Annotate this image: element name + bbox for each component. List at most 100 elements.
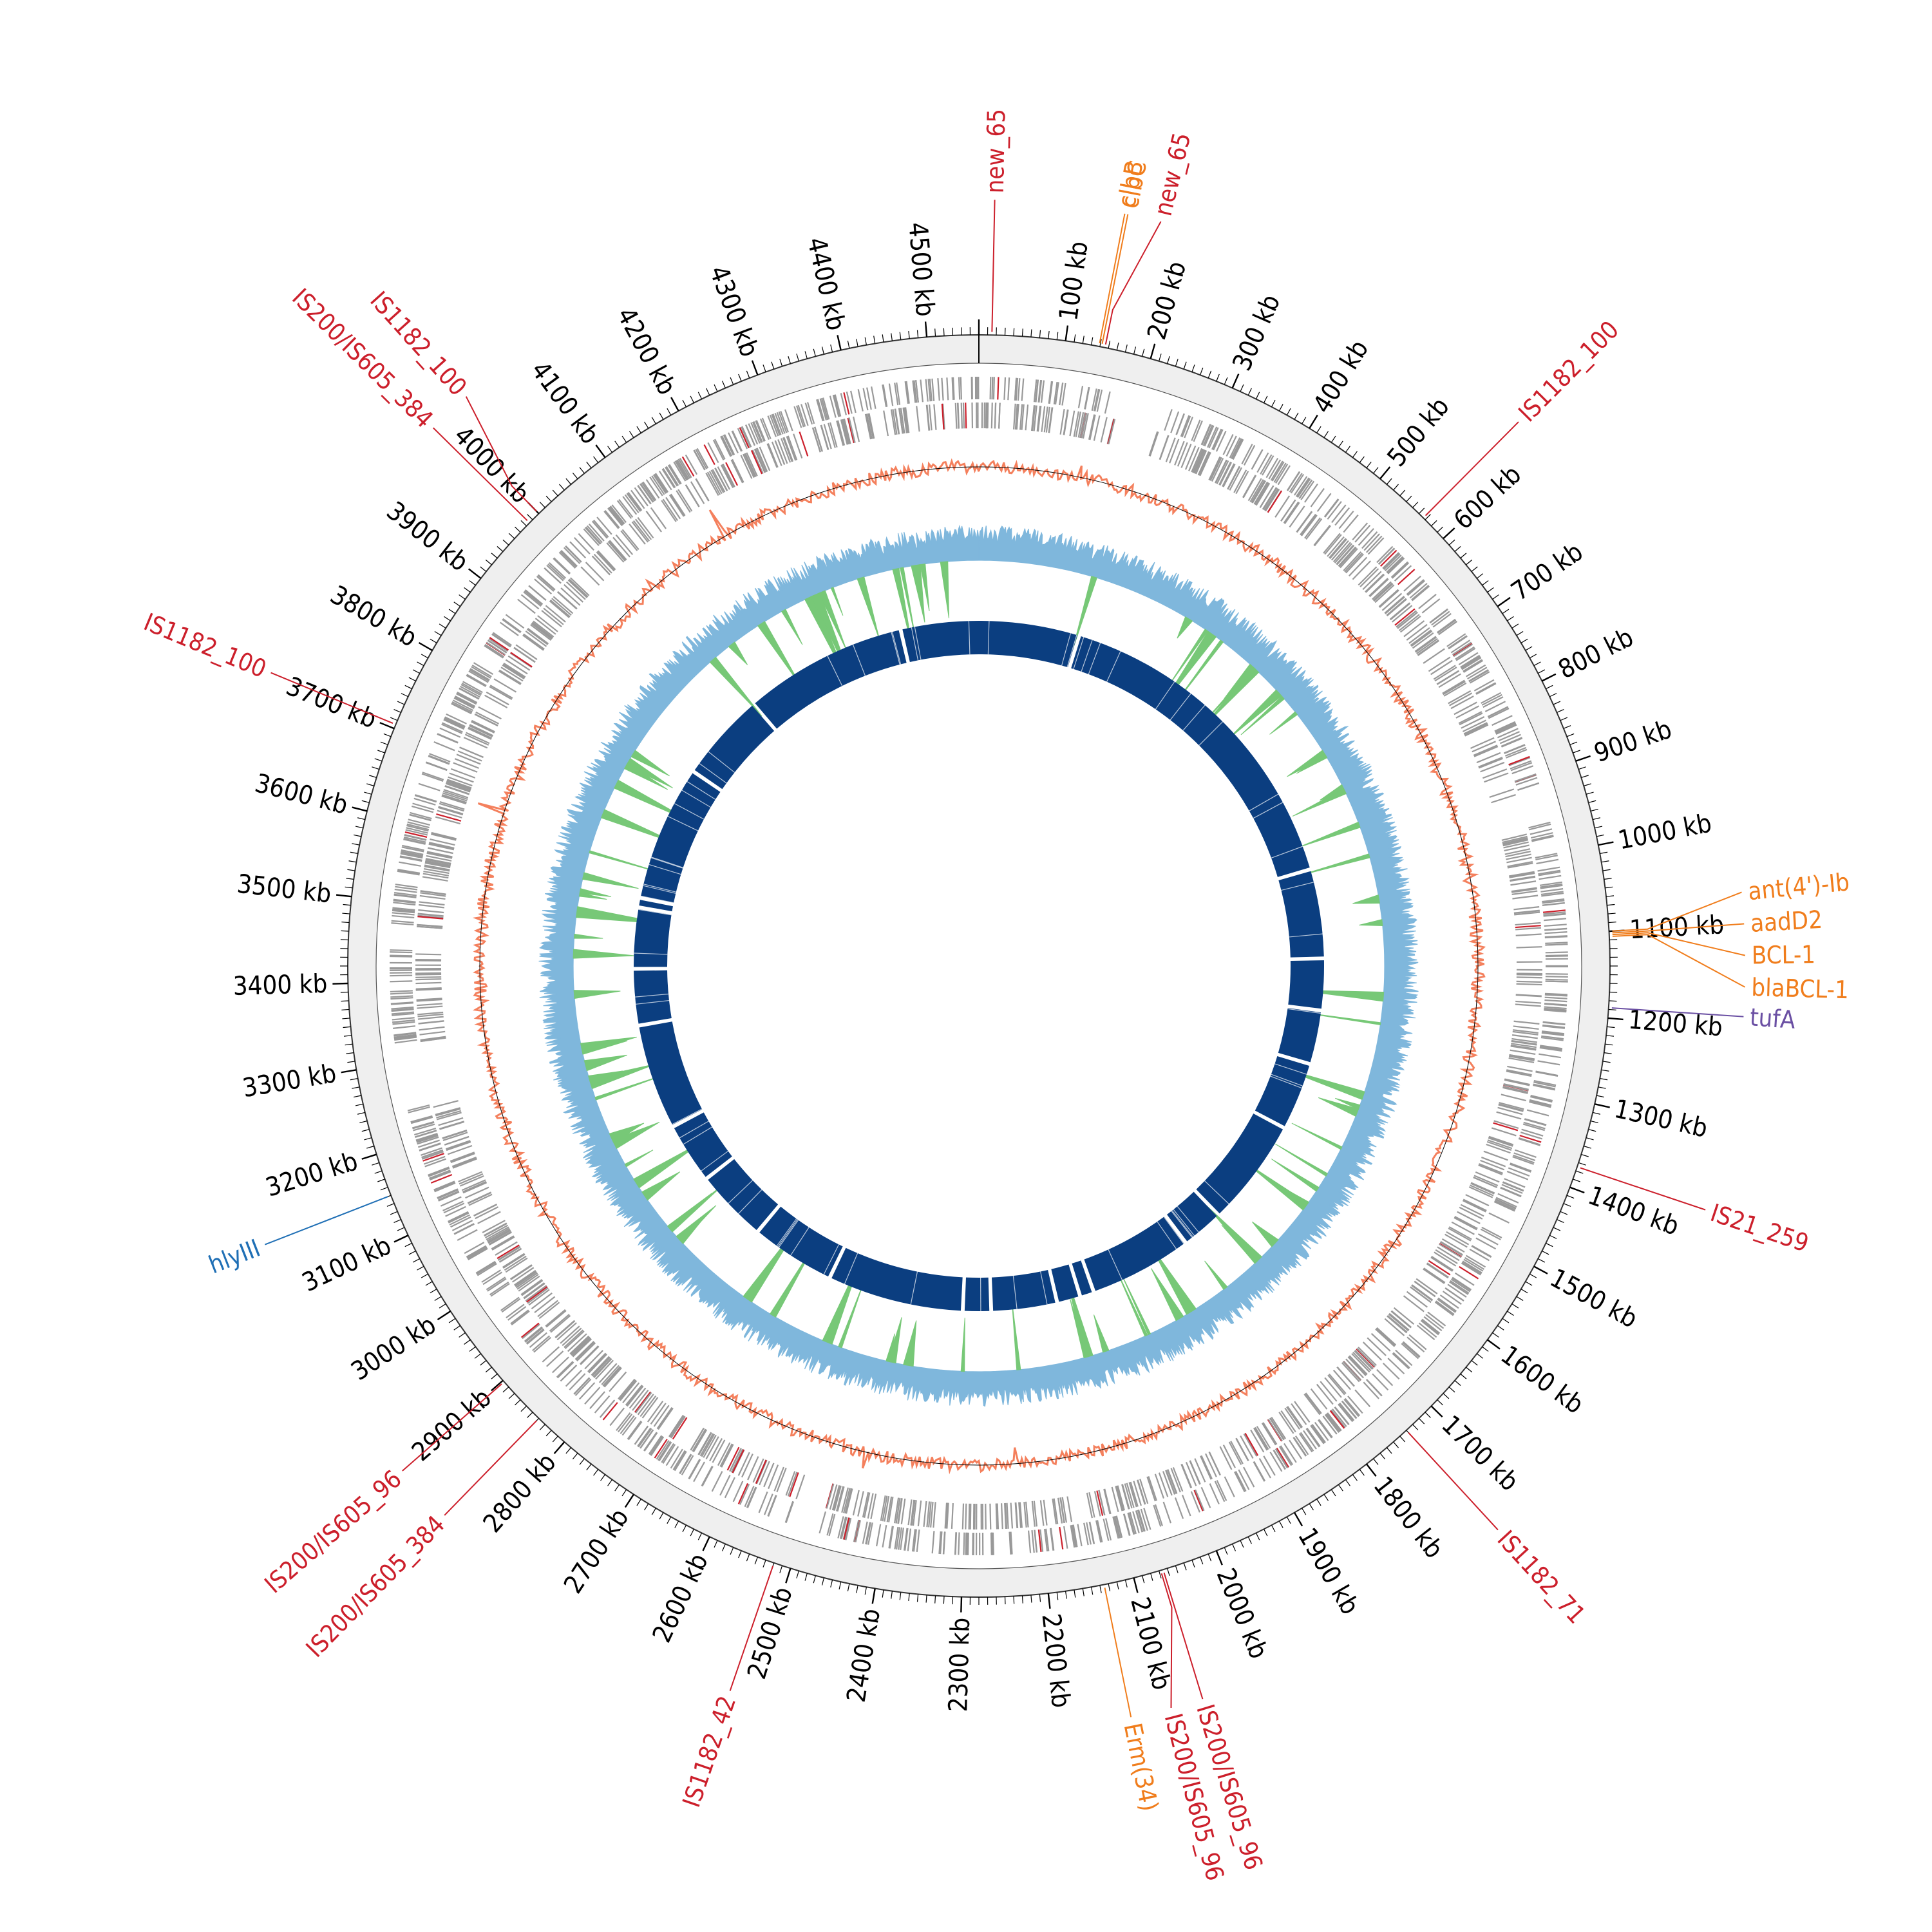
cds-feature	[1407, 580, 1425, 596]
cds-feature	[502, 664, 525, 680]
cds-feature	[867, 1522, 873, 1545]
cds-feature	[571, 1337, 591, 1357]
major-tick	[1569, 1186, 1585, 1194]
minor-tick	[779, 359, 783, 366]
cds-feature	[1327, 536, 1345, 557]
cds-feature	[402, 844, 424, 851]
cds-feature	[1507, 862, 1533, 869]
blast-hairline-gap	[638, 909, 672, 916]
blast-hairline-gap	[790, 1227, 810, 1256]
cds-feature	[829, 422, 838, 448]
cds-feature	[1338, 1403, 1354, 1423]
cds-feature	[755, 420, 766, 442]
cds-feature	[672, 1450, 686, 1471]
blast-hairline-gap	[1171, 1211, 1193, 1238]
cds-feature	[843, 392, 850, 415]
tick-label: 3000 kb	[346, 1310, 441, 1387]
cds-feature	[1332, 1408, 1347, 1427]
cds-feature	[419, 1142, 441, 1151]
blast-segment	[1278, 871, 1324, 958]
cds-feature	[410, 811, 432, 820]
blast-hairline-gap	[634, 952, 668, 955]
minor-tick	[1399, 489, 1406, 497]
cds-feature	[717, 1442, 731, 1466]
cds-feature	[1475, 1171, 1500, 1183]
cds-feature	[433, 1100, 459, 1108]
cds-feature	[895, 1527, 901, 1550]
minor-tick	[1240, 1540, 1244, 1548]
cds-feature	[726, 1446, 740, 1471]
cds-feature	[556, 1322, 577, 1341]
cds-feature	[531, 622, 553, 639]
cds-feature	[417, 1139, 440, 1148]
cds-feature	[1190, 1491, 1200, 1513]
gc-dip	[1206, 1206, 1263, 1264]
cds-feature	[1218, 461, 1231, 486]
cds-feature	[1322, 1416, 1338, 1435]
cds-feature	[1075, 412, 1081, 437]
minor-tick	[916, 330, 919, 338]
cds-feature	[816, 399, 824, 422]
cds-feature	[1403, 1295, 1425, 1312]
cds-feature	[1358, 528, 1374, 546]
cds-feature	[1484, 772, 1509, 783]
cds-feature	[1514, 773, 1537, 782]
cds-feature	[468, 1193, 493, 1206]
blast-segment	[1196, 1113, 1283, 1214]
cds-feature	[547, 564, 565, 580]
gc-dip	[1150, 1245, 1197, 1315]
cds-feature	[723, 434, 734, 456]
minor-tick	[674, 1520, 679, 1528]
cds-feature	[482, 1220, 506, 1233]
cds-feature	[390, 949, 413, 952]
cds-feature	[438, 806, 464, 815]
cds-feature	[1366, 1379, 1383, 1397]
cds-feature	[1072, 1524, 1077, 1548]
cds-feature	[557, 591, 578, 610]
cds-feature	[1260, 454, 1273, 475]
blast-hairline-gap	[708, 751, 735, 773]
cds-feature	[1208, 456, 1221, 480]
cds-feature	[1541, 1031, 1564, 1036]
minor-tick	[453, 1325, 460, 1331]
cds-feature	[459, 688, 480, 700]
cds-feature	[928, 1501, 932, 1528]
minor-tick	[1278, 1520, 1283, 1528]
cds-feature	[1408, 1334, 1427, 1350]
cds-feature	[1323, 498, 1339, 518]
gc-dip	[573, 990, 621, 999]
cds-feature	[1269, 1417, 1285, 1441]
cds-feature	[639, 1429, 654, 1449]
cds-feature	[1018, 1502, 1022, 1528]
minor-tick	[374, 758, 383, 762]
cds-feature	[589, 1391, 605, 1410]
minor-tick	[1563, 1203, 1571, 1207]
minor-tick	[1573, 750, 1580, 753]
blast-hairline-gap	[738, 1189, 762, 1215]
cds-feature	[931, 1531, 935, 1554]
cds-feature	[489, 685, 513, 699]
cds-feature	[435, 1107, 460, 1116]
cds-feature	[1336, 545, 1355, 565]
cds-feature	[482, 1271, 503, 1285]
cds-feature	[1311, 1425, 1325, 1444]
cds-feature	[793, 406, 802, 428]
minor-tick	[1511, 623, 1519, 629]
minor-tick	[636, 1499, 641, 1506]
major-tick	[1365, 1463, 1377, 1477]
cds-feature	[1362, 571, 1382, 591]
cds-feature	[460, 1175, 484, 1187]
gc-dip	[624, 1150, 654, 1168]
blast-hairline-gap	[844, 1253, 858, 1285]
gc-dip	[728, 641, 748, 665]
cds-feature	[1428, 1260, 1451, 1276]
minor-tick	[1412, 502, 1419, 508]
cds-feature	[1341, 1362, 1360, 1383]
cds-feature	[1198, 451, 1210, 476]
cds-feature	[429, 753, 451, 762]
cds-feature	[489, 1231, 512, 1246]
blast-hairline-gap	[1289, 933, 1323, 938]
cds-feature	[513, 647, 536, 663]
minor-tick	[1175, 1566, 1179, 1573]
cds-feature	[1463, 659, 1483, 672]
